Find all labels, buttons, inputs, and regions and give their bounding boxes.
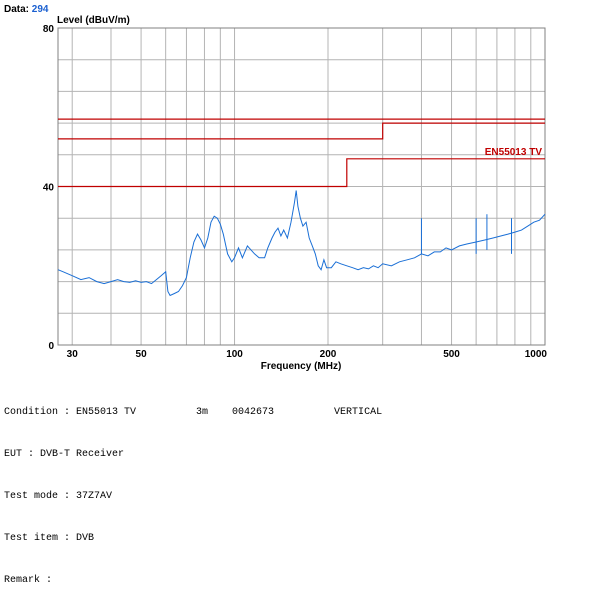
measurement-series: [57, 190, 546, 297]
data-count-label: Data:: [4, 4, 30, 15]
info-eut-value: DVB-T Receiver: [40, 449, 125, 460]
info-label: Remark :: [4, 575, 59, 586]
limit-line: [58, 122, 545, 140]
limit-lines: EN55013 TV: [58, 118, 545, 188]
info-test-mode-value: 37Z7AV: [76, 491, 113, 502]
x-tick-label: 100: [226, 349, 243, 360]
emission-chart: Level (dBuV/m) EN55013 TV 0 40 80 30 50 100 2…: [43, 15, 548, 372]
info-test-item-value: DVB: [76, 533, 95, 544]
x-tick-label: 500: [443, 349, 460, 360]
info-eut: EUT : DVB-T Receiver: [4, 448, 382, 462]
data-count: Data: 294: [4, 4, 48, 15]
info-remark: Remark :: [4, 574, 382, 588]
info-condition: Condition : EN55013 TV 3m 0042673 VERTIC…: [4, 406, 382, 420]
x-ticks: 30 50 100 200 500 1000: [67, 349, 548, 360]
y-ticks: 0 40 80: [43, 24, 55, 352]
series-line: [57, 190, 546, 297]
y-tick-label: 0: [48, 341, 54, 352]
info-label: Test item :: [4, 533, 77, 544]
info-condition-value: EN55013 TV 3m 0042673 VERTICAL: [76, 407, 383, 418]
x-tick-label: 200: [320, 349, 337, 360]
limit-line: [58, 158, 545, 188]
info-test-item: Test item : DVB: [4, 532, 382, 546]
test-info: Condition : EN55013 TV 3m 0042673 VERTIC…: [4, 378, 382, 602]
y-axis-label: Level (dBuV/m): [57, 15, 130, 26]
info-test-mode: Test mode : 37Z7AV: [4, 490, 382, 504]
y-tick-label: 80: [43, 24, 55, 35]
x-tick-label: 50: [136, 349, 148, 360]
limit-line-label: EN55013 TV: [485, 147, 543, 158]
x-tick-label: 30: [67, 349, 79, 360]
info-label: Condition :: [4, 407, 77, 418]
y-tick-label: 40: [43, 183, 55, 194]
info-label: Test mode :: [4, 491, 77, 502]
info-label: EUT :: [4, 449, 41, 460]
x-tick-label: 1000: [525, 349, 548, 360]
data-count-value: 294: [31, 4, 49, 15]
x-axis-label: Frequency (MHz): [261, 361, 342, 372]
